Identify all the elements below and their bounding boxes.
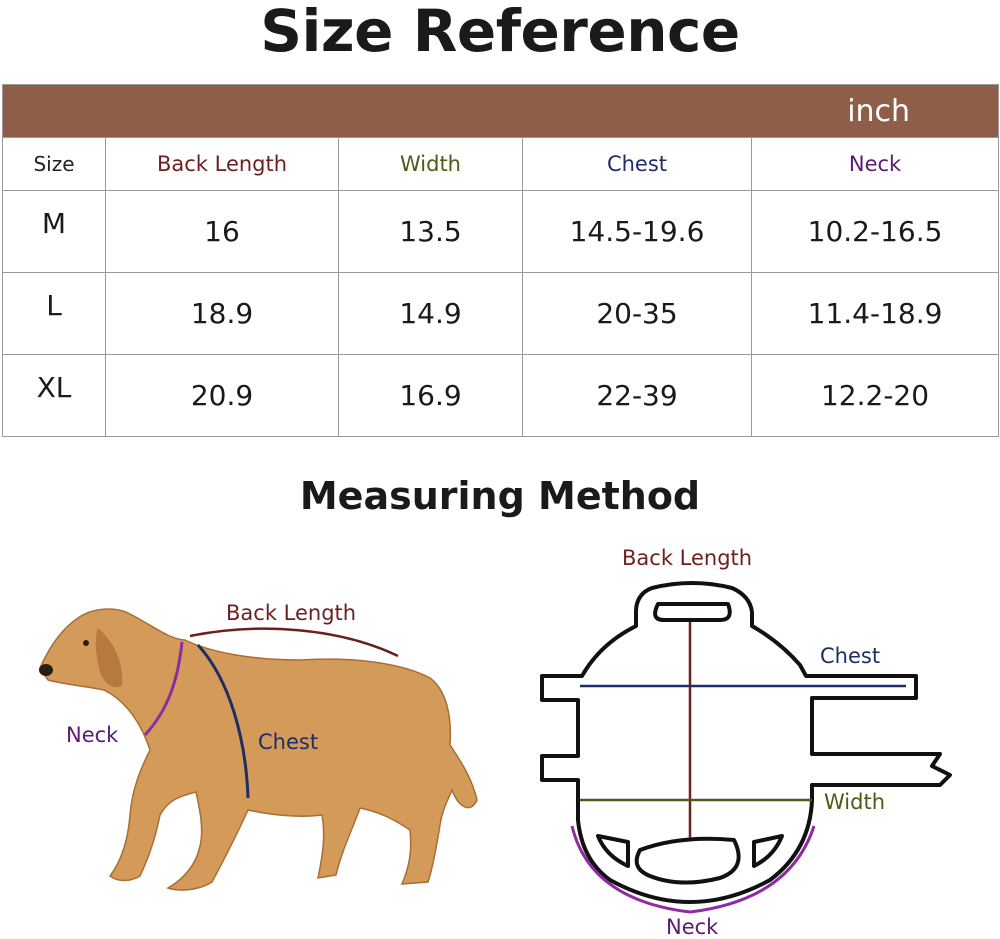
garment-neck-label: Neck <box>666 915 719 939</box>
unit-label: inch <box>1 84 1000 138</box>
dog-back-length-label: Back Length <box>226 601 356 625</box>
cell-width: 16.9 <box>338 354 523 437</box>
garment-chest-label: Chest <box>820 644 880 668</box>
dog-chest-label: Chest <box>258 730 318 754</box>
dog-chest-line <box>196 643 250 799</box>
cell-neck: 11.4-18.9 <box>750 272 1000 355</box>
garment-neck-line <box>570 825 816 914</box>
header-width: Width <box>338 137 523 191</box>
measuring-title: Measuring Method <box>299 474 701 518</box>
dog-neck-line <box>143 641 184 737</box>
garment-back-length-label: Back Length <box>622 546 752 570</box>
table-row: XL 20.9 16.9 22-39 12.2-20 <box>2 354 1000 437</box>
table-header-row: Size Back Length Width Chest Neck <box>2 137 1000 191</box>
cell-back-length: 16 <box>105 190 339 273</box>
garment-diagram <box>540 581 952 904</box>
cell-width: 13.5 <box>338 190 523 273</box>
cell-back-length: 18.9 <box>105 272 339 355</box>
page-title: Size Reference <box>260 0 740 65</box>
table-row: L 18.9 14.9 20-35 11.4-18.9 <box>2 272 1000 355</box>
header-size: Size <box>2 137 106 191</box>
garment-width-label: Width <box>824 790 885 814</box>
header-chest: Chest <box>522 137 752 191</box>
cell-neck: 12.2-20 <box>750 354 1000 437</box>
cell-width: 14.9 <box>338 272 523 355</box>
cell-chest: 14.5-19.6 <box>522 190 752 273</box>
header-neck: Neck <box>750 137 1000 191</box>
unit-band: inch <box>1 84 1000 138</box>
dog-image <box>39 608 478 891</box>
cell-neck: 10.2-16.5 <box>750 190 1000 273</box>
cell-back-length: 20.9 <box>105 354 339 437</box>
dog-neck-label: Neck <box>66 723 119 747</box>
header-back-length: Back Length <box>105 137 339 191</box>
dog-back-length-line <box>189 627 399 658</box>
size-table: inch Size Back Length Width Chest Neck M… <box>1 84 1000 437</box>
cell-size: L <box>2 272 106 355</box>
measuring-illustration: Back Length Neck Chest Back Length Chest… <box>39 546 952 939</box>
cell-chest: 20-35 <box>522 272 752 355</box>
cell-chest: 22-39 <box>522 354 752 437</box>
table-row: M 16 13.5 14.5-19.6 10.2-16.5 <box>2 190 1000 273</box>
cell-size: XL <box>2 354 106 437</box>
cell-size: M <box>2 190 106 273</box>
